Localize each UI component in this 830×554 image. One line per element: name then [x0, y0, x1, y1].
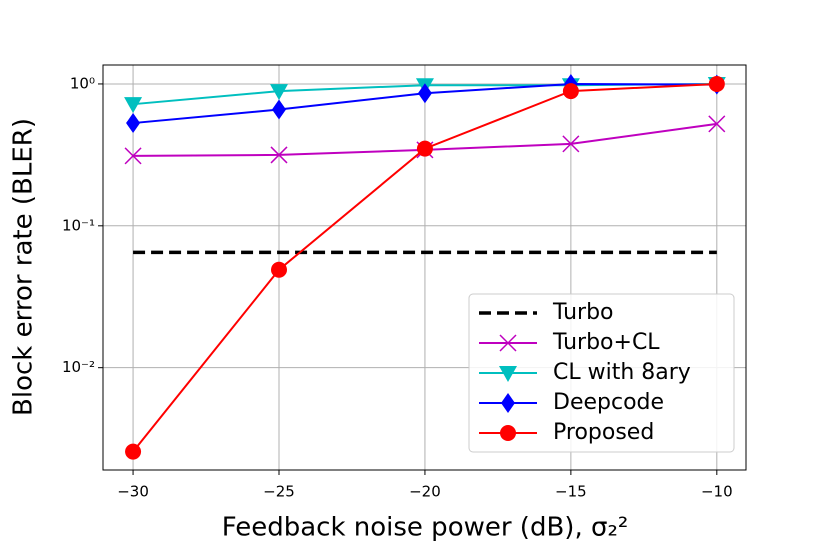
legend-marker [501, 393, 515, 413]
point [270, 84, 289, 101]
point [708, 115, 726, 133]
plot-frame [102, 64, 747, 471]
x-tick-label: −25 [263, 483, 295, 501]
x-tick-label: −10 [701, 483, 733, 501]
point [416, 140, 433, 157]
legend-label: CL with 8ary [553, 360, 691, 385]
point [417, 83, 432, 104]
legend-marker [500, 425, 516, 441]
legend-label: Turbo [552, 300, 614, 325]
x-tick-label: −20 [409, 483, 441, 501]
y-axis-label: Block error rate (BLER) [9, 118, 39, 416]
legend-frame [468, 293, 735, 453]
point [124, 147, 142, 165]
point [124, 97, 143, 114]
point [708, 75, 725, 92]
legend-label: Turbo+CL [552, 330, 660, 355]
point [272, 99, 287, 120]
legend-marker [499, 366, 517, 382]
point [270, 146, 288, 164]
point [562, 135, 580, 153]
point [125, 443, 142, 460]
legend: Turbo Turbo+CL CL with 8ary Deepcode Propose… [468, 293, 735, 453]
legend-label: Proposed [553, 420, 654, 445]
y-tick-label: 10⁻² [62, 358, 95, 376]
y-tick-label: 10⁻¹ [62, 216, 95, 234]
x-tick-label: −15 [555, 483, 587, 501]
legend-marker [499, 334, 517, 352]
point [271, 261, 288, 278]
y-tick-label: 10⁰ [70, 74, 95, 92]
legend-label: Deepcode [553, 390, 664, 415]
x-tick-label: −30 [117, 483, 149, 501]
point [126, 113, 141, 134]
point [562, 83, 579, 100]
x-axis-label: Feedback noise power (dB), σ₂² [222, 513, 629, 543]
